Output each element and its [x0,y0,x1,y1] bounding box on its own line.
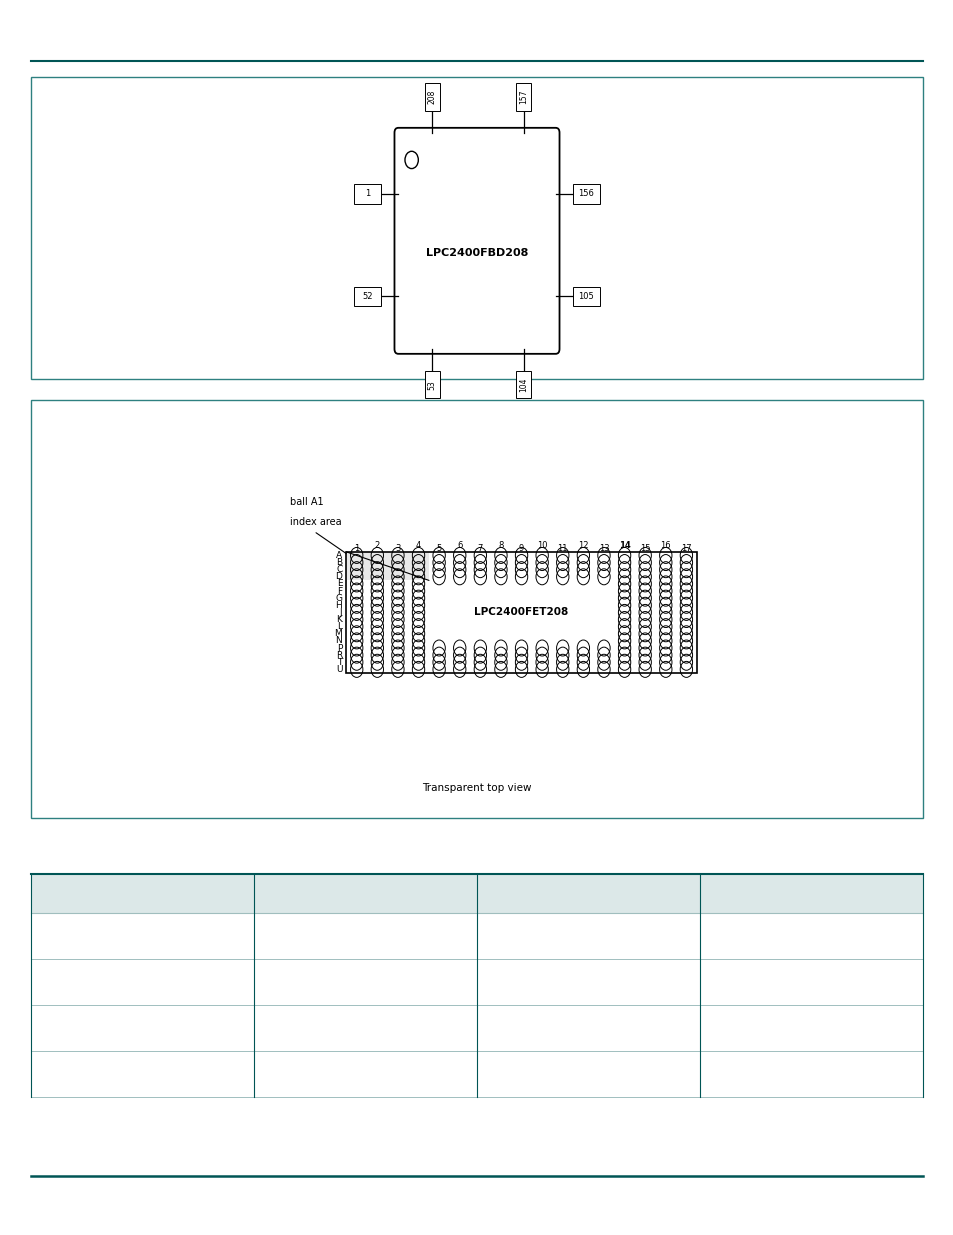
Text: A: A [335,551,342,559]
Bar [354,184,380,204]
Text: LPC2400FBD208: LPC2400FBD208 [425,248,528,258]
Text: D: D [335,572,342,582]
Text: 15: 15 [639,543,650,553]
Text: 7: 7 [477,543,482,553]
Text: 6: 6 [456,541,462,551]
Text: Transparent top view: Transparent top view [422,783,531,793]
Text: 1: 1 [365,189,370,199]
Text: 14: 14 [618,541,630,551]
Text: N: N [335,636,342,646]
Text: index area: index area [290,517,341,527]
Bar [424,83,439,110]
Text: R: R [335,651,342,659]
Bar [354,287,380,306]
Text: 104: 104 [518,378,528,391]
Text: 53: 53 [427,380,436,389]
Text: 12: 12 [578,541,588,551]
Text: C: C [335,566,342,574]
Text: 3: 3 [395,543,400,553]
Text: U: U [335,664,342,674]
Bar [31,874,922,914]
FancyBboxPatch shape [394,128,558,353]
Bar [516,83,531,110]
Text: J: J [339,608,342,618]
Text: 105: 105 [578,291,594,301]
Text: 208: 208 [427,90,436,104]
Bar [516,370,531,398]
Text: 1: 1 [354,543,359,553]
Text: 9: 9 [518,543,523,553]
Text: 157: 157 [518,90,528,104]
Text: P: P [336,643,342,652]
Text: 13: 13 [598,543,609,553]
Bar [572,184,598,204]
Bar [31,77,922,379]
Text: 156: 156 [578,189,594,199]
Text: B: B [335,558,342,567]
Text: 16: 16 [659,541,670,551]
Bar [424,370,439,398]
Text: 10: 10 [537,541,547,551]
Bar [346,552,429,580]
Text: ball A1: ball A1 [290,496,323,506]
Text: 11: 11 [557,543,567,553]
Text: F: F [336,587,342,595]
Text: 8: 8 [497,541,503,551]
Text: 52: 52 [362,291,373,301]
Text: K: K [336,615,342,624]
Text: 17: 17 [680,543,691,553]
Text: M: M [335,630,342,638]
Bar [31,400,922,818]
Text: G: G [335,594,342,603]
Text: E: E [336,579,342,588]
Text: 2: 2 [375,541,379,551]
Bar [572,287,598,306]
Text: 5: 5 [436,543,441,553]
Text: L: L [337,622,342,631]
Bar [346,552,696,673]
Text: LPC2400FET208: LPC2400FET208 [474,608,568,618]
Text: T: T [336,658,342,667]
Text: H: H [335,600,342,610]
Text: 4: 4 [416,541,420,551]
